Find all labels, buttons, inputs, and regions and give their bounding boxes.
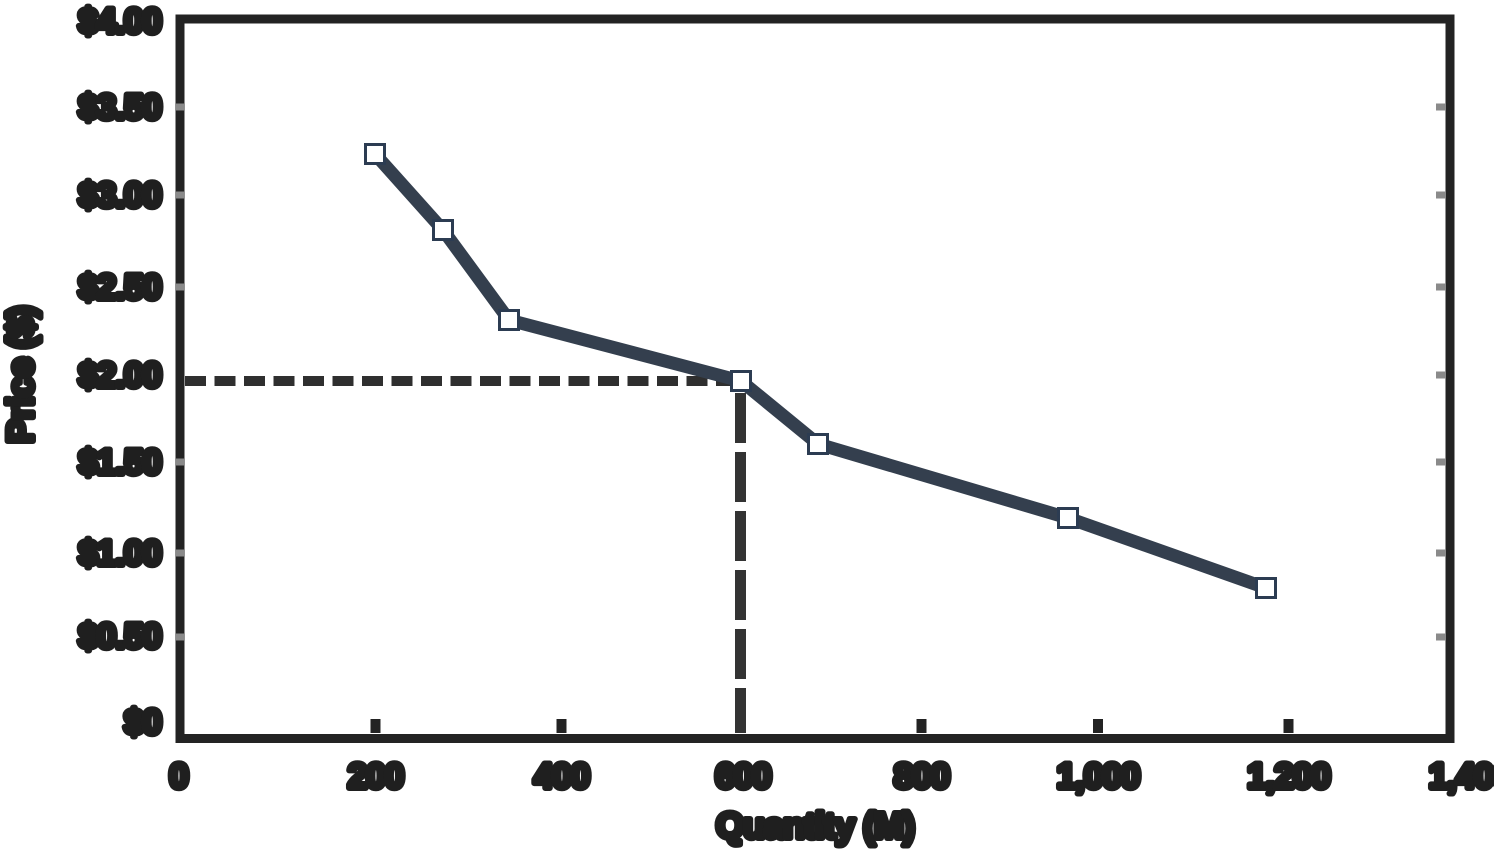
svg-text:800: 800 bbox=[894, 757, 950, 796]
svg-text:200: 200 bbox=[348, 757, 404, 796]
svg-text:1,200: 1,200 bbox=[1247, 757, 1330, 796]
svg-text:Quantity (M): Quantity (M) bbox=[716, 805, 914, 846]
svg-text:$1.50: $1.50 bbox=[78, 443, 161, 482]
svg-text:$2.00: $2.00 bbox=[78, 356, 161, 395]
svg-text:$3.00: $3.00 bbox=[78, 176, 161, 215]
svg-text:$1.00: $1.00 bbox=[78, 534, 161, 573]
svg-text:600: 600 bbox=[715, 757, 771, 796]
svg-text:1,400: 1,400 bbox=[1429, 757, 1494, 796]
svg-text:$0.50: $0.50 bbox=[78, 617, 161, 656]
svg-text:$2.50: $2.50 bbox=[78, 268, 161, 307]
svg-text:1,000: 1,000 bbox=[1057, 757, 1140, 796]
svg-text:$4.00: $4.00 bbox=[78, 2, 161, 41]
svg-text:$0: $0 bbox=[124, 703, 161, 742]
svg-text:0: 0 bbox=[169, 757, 188, 796]
svg-text:400: 400 bbox=[534, 757, 590, 796]
svg-text:Price ($): Price ($) bbox=[0, 306, 41, 443]
svg-text:$3.50: $3.50 bbox=[78, 88, 161, 127]
